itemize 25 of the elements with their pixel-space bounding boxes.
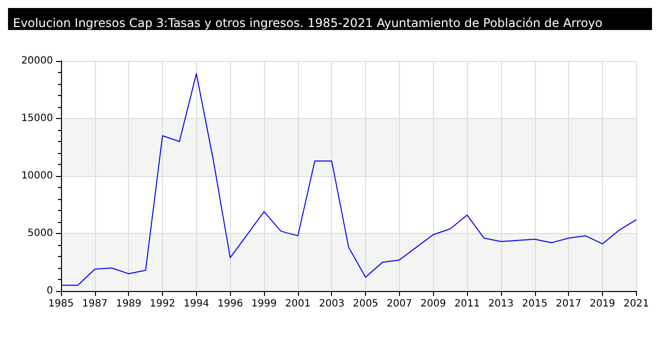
- y-tick-label: 5000: [28, 228, 53, 239]
- x-tick-label: 2003: [318, 298, 344, 310]
- x-tick-label: 1992: [150, 298, 176, 310]
- x-tick-label: 2005: [352, 298, 378, 310]
- y-tick-label: 15000: [21, 113, 53, 124]
- x-tick-label: 1987: [82, 298, 108, 310]
- line-series: [60, 73, 637, 286]
- x-tick-label: 2007: [386, 298, 412, 310]
- x-tick-label: 1996: [217, 298, 243, 310]
- x-tick-label: 2021: [624, 298, 649, 310]
- x-tick-label: 2009: [420, 298, 446, 310]
- x-tick-label: 2011: [454, 298, 480, 310]
- y-tick-label: 10000: [21, 170, 53, 182]
- x-tick-label: 2017: [556, 298, 582, 310]
- y-tick-label: 0: [46, 286, 53, 296]
- y-tick-label: 20000: [21, 56, 53, 66]
- x-tick-label: 1999: [251, 298, 277, 310]
- x-tick-label: 1994: [184, 298, 210, 310]
- x-tick-label: 2013: [488, 298, 514, 310]
- x-tick-label: 2019: [590, 298, 616, 310]
- x-tick-label: 2015: [522, 298, 548, 310]
- chart-title: Evolucion Ingresos Cap 3:Tasas y otros ingresos. 1985-2021 Ayuntamiento de Población de Arroyo: [13, 16, 602, 30]
- x-tick-label: 2001: [285, 298, 311, 310]
- x-tick-label: 1985: [48, 298, 74, 310]
- x-tick-label: 1989: [116, 298, 142, 310]
